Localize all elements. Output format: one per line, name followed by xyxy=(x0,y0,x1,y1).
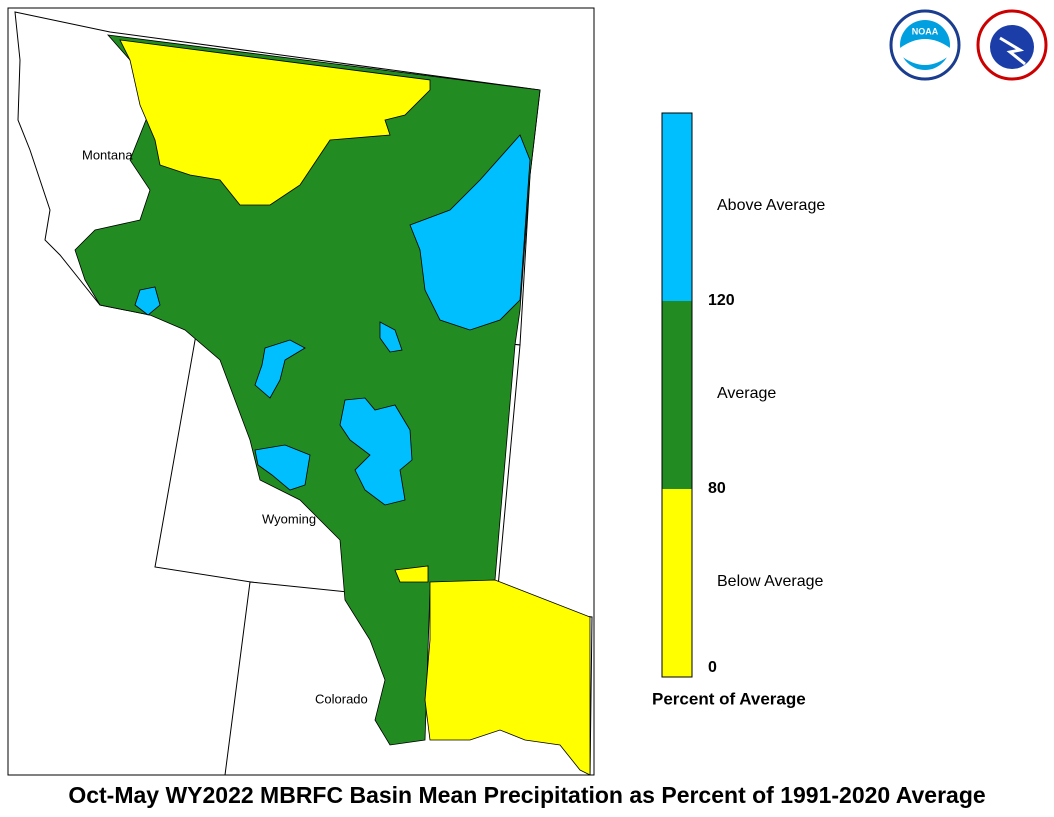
legend-band xyxy=(662,113,692,301)
legend-band xyxy=(662,489,692,677)
logo-disc xyxy=(990,25,1034,69)
legend-title: Percent of Average xyxy=(652,689,806,708)
legend-band-label: Above Average xyxy=(717,197,825,214)
logo-text: NOAA xyxy=(912,26,939,36)
noaa-logo: NOAA xyxy=(889,9,961,81)
state-label: Montana xyxy=(82,147,133,162)
legend: Below Average Average Above Average 0 80 120 xyxy=(661,112,825,678)
legend-band xyxy=(662,301,692,489)
below-average-basins xyxy=(394,565,429,583)
below-average-basins xyxy=(424,579,591,776)
legend-tick-label: 0 xyxy=(708,659,717,676)
legend-tick-label: 80 xyxy=(708,480,726,497)
above-average-basins xyxy=(379,321,403,353)
above-average-basins xyxy=(254,444,311,491)
legend-border xyxy=(661,112,693,678)
legend-band-label: Below Average xyxy=(717,573,824,590)
state-label: Colorado xyxy=(315,691,368,706)
legend-tick-label: 120 xyxy=(708,292,735,309)
legend-band-label: Average xyxy=(717,385,776,402)
below-average-basins xyxy=(119,39,431,206)
logo-bolt xyxy=(999,36,1026,66)
above-average-basins xyxy=(339,397,413,506)
above-average-basins xyxy=(254,339,306,399)
state-label: Wyoming xyxy=(262,511,316,526)
logo-bird xyxy=(900,39,950,65)
nws-logo xyxy=(976,9,1048,81)
above-average-basins xyxy=(134,286,161,316)
basins xyxy=(74,34,591,776)
above-average-basins xyxy=(409,134,531,331)
map-title: Oct-May WY2022 MBRFC Basin Mean Precipit… xyxy=(68,782,985,808)
